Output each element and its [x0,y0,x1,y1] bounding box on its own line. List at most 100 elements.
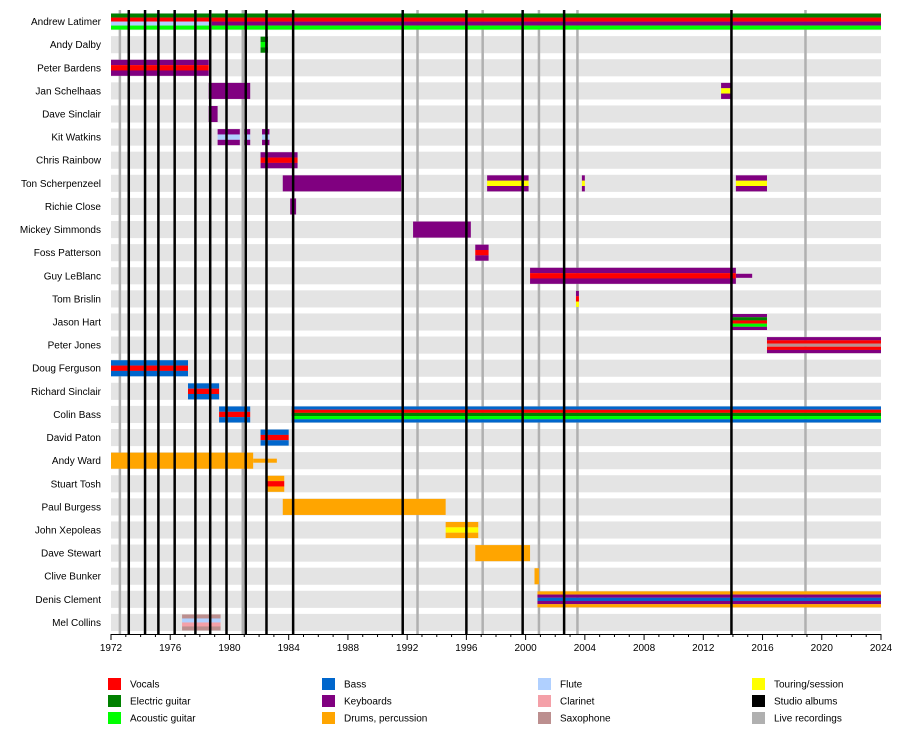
bar-andy-dalby-0-electric [260,47,268,53]
x-tick-label-2008: 2008 [633,643,656,654]
bar-dave-sinclair-0-keys [208,106,218,123]
bar-clive-bunker-0-drums [534,568,539,585]
bar-colin-bass-1-vocals [291,409,882,413]
row-background-bands [111,13,881,631]
legend-label-studio: Studio albums [774,697,837,708]
bar-peter-jones-0-keys [766,337,881,341]
legend-swatch-drums [322,712,335,724]
row-band-tom-brislin [111,290,881,308]
bar-john-xepoleas-0-drums [445,532,479,539]
bar-ton-scherpenzeel-3-touring [735,180,767,187]
bar-chris-rainbow-0-keys [260,152,298,158]
bar-kit-watkins-1-keys [244,129,251,135]
legend-label-flute: Flute [560,680,583,691]
bar-richard-sinclair-0-bass [188,383,220,389]
row-band-peter-jones [111,336,881,354]
legend-swatch-clarinet [538,695,551,707]
bar-andrew-latimer-1-vocals [211,17,881,22]
bar-chris-rainbow-0-keys [260,162,298,169]
bar-jan-schelhaas-1-keys [721,93,732,99]
bar-ton-scherpenzeel-2-keys [581,186,585,192]
bar-guy-leblanc-0-vocals [530,273,736,279]
x-tick-label-2016: 2016 [751,643,774,654]
legend-label-touring: Touring/session [774,680,843,691]
bar-ton-scherpenzeel-1-keys [487,186,529,192]
bar-mel-collins-0-sax [182,626,221,631]
bar-stuart-tosh-0-vocals [266,481,285,487]
x-tick-label-2024: 2024 [870,643,893,654]
member-name-labels: Andrew Latimer Andy Dalby Peter Bardens Jan… [20,17,102,629]
row-band-chris-rainbow [111,151,881,169]
bar-stuart-tosh-0-drums [266,475,285,482]
member-name-andy-dalby: Andy Dalby [50,40,101,51]
row-band-jason-hart [111,313,881,331]
bar-andrew-latimer-1-acoustic [211,25,881,30]
bar-andrew-latimer-0-acoustic [111,25,212,30]
bar-doug-ferguson-0-vocals [111,365,188,371]
member-bars [111,13,882,631]
x-tick-label-1972: 1972 [100,643,123,654]
bar-ton-scherpenzeel-3-keys [735,186,767,192]
legend-swatch-electric [108,695,121,707]
bar-jan-schelhaas-0-keys [208,82,251,99]
member-name-jason-hart: Jason Hart [53,318,102,329]
row-band-peter-bardens [111,59,881,77]
member-name-john-xepoleas: John Xepoleas [35,526,101,537]
bar-kit-watkins-1-keys [244,139,251,146]
bar-chris-rainbow-0-vocals [260,157,298,163]
bar-denis-clement-0-drums [537,591,881,595]
member-name-denis-clement: Denis Clement [35,595,101,606]
live-recording-lines [118,10,807,634]
member-name-ton-scherpenzeel: Ton Scherpenzeel [21,179,101,190]
member-name-mel-collins: Mel Collins [52,618,101,629]
bar-jason-hart-0-vocals [731,320,767,324]
legend-swatch-acoustic [108,712,121,724]
member-name-dave-stewart: Dave Stewart [41,549,101,560]
bar-mel-collins-0-clarinet [182,622,221,627]
bar-guy-leblanc-1-keys [735,273,753,278]
bar-denis-clement-0-keys [537,594,881,598]
x-tick-label-1996: 1996 [455,643,478,654]
studio-album-lines [127,10,733,634]
bar-denis-clement-0-keys [537,600,881,605]
bar-peter-jones-0-keys [766,349,881,354]
member-name-richard-sinclair: Richard Sinclair [31,387,102,398]
bar-peter-bardens-0-keys [111,59,209,66]
x-tick-label-1992: 1992 [396,643,419,654]
member-name-kit-watkins: Kit Watkins [51,133,101,144]
member-name-andrew-latimer: Andrew Latimer [31,17,102,28]
bar-tom-brislin-0-vocals [575,296,579,302]
legend-swatch-flute [538,678,551,690]
bar-andrew-latimer-0-vocals [111,17,212,22]
bar-jason-hart-0-electric [731,317,767,321]
row-band-john-xepoleas [111,521,881,539]
legend-swatch-bass [322,678,335,690]
bar-kit-watkins-1-flute [244,134,251,140]
bar-john-xepoleas-0-drums [445,522,479,528]
bar-peter-jones-0-vocals [766,340,881,344]
member-name-richie-close: Richie Close [45,202,102,213]
bar-andy-dalby-0-acoustic [260,42,268,48]
bar-richard-sinclair-0-bass [188,394,220,400]
row-band-kit-watkins [111,128,881,146]
bar-foss-patterson-0-keys [475,255,489,261]
x-axis: 1972 1976 1980 1984 1988 1992 1996 2000 2004 2008… [100,634,893,654]
x-tick-label-2012: 2012 [692,643,715,654]
bar-colin-bass-1-bass [291,419,882,423]
row-band-andy-dalby [111,36,881,54]
row-band-jan-schelhaas [111,82,881,100]
x-tick-label-1988: 1988 [337,643,360,654]
bar-guy-leblanc-0-keys [530,267,736,274]
member-name-peter-jones: Peter Jones [48,341,101,352]
member-name-doug-ferguson: Doug Ferguson [32,364,101,375]
legend-swatch-sax [538,712,551,724]
legend-swatch-vocals [108,678,121,690]
member-name-peter-bardens: Peter Bardens [37,63,101,74]
bar-tom-brislin-0-touring [575,301,579,307]
bar-peter-jones-0-sax [766,343,881,347]
bar-colin-bass-0-vocals [219,411,251,418]
bar-guy-leblanc-0-keys [530,278,736,284]
row-band-foss-patterson [111,244,881,262]
bar-david-paton-0-bass [260,440,289,446]
bar-colin-bass-1-bass [291,406,882,410]
